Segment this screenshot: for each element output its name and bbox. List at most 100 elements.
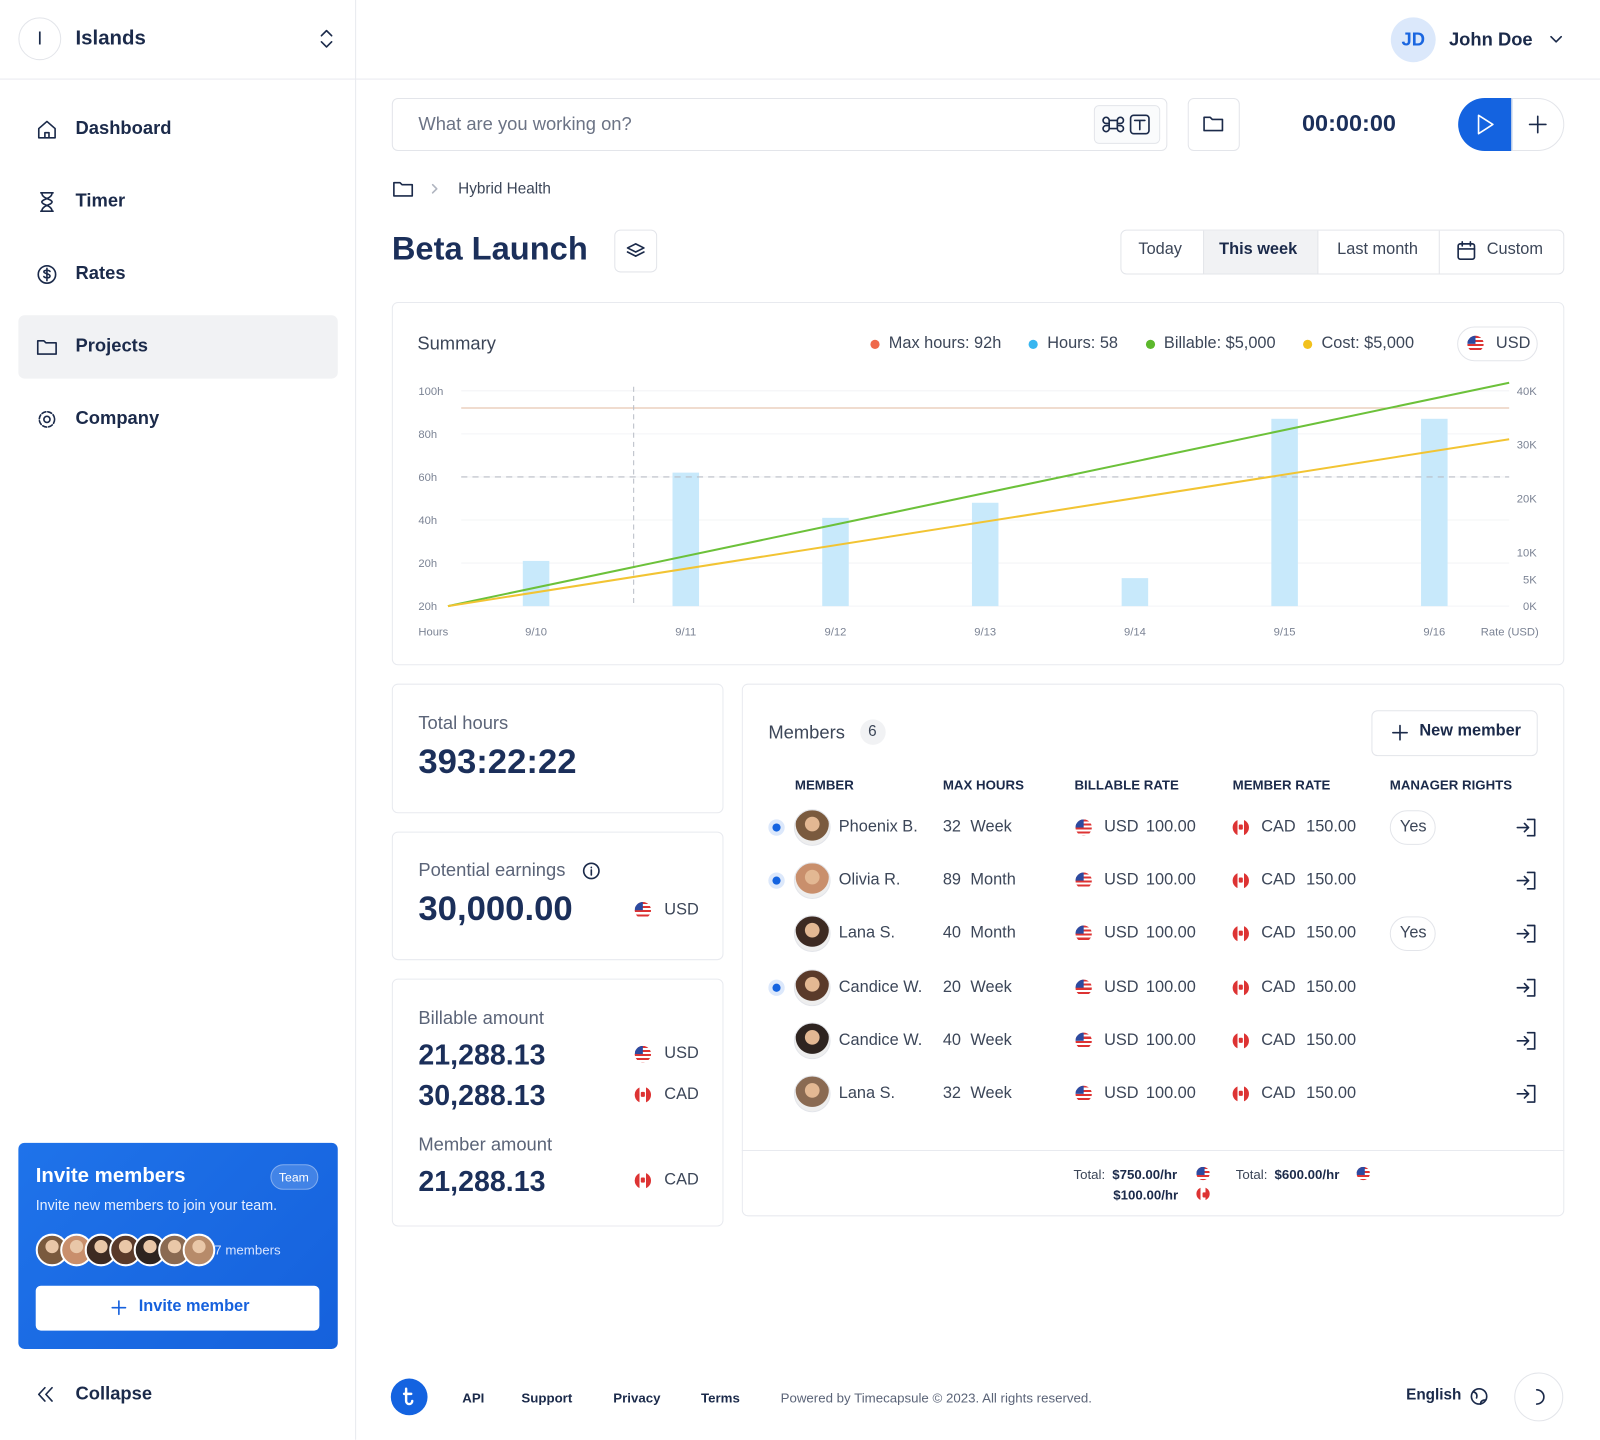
project-title: Beta Launch [391,230,588,267]
currency-select[interactable] [1457,326,1538,362]
workspace-name[interactable]: Islands [75,27,146,50]
breadcrumb[interactable]: Hybrid Health [458,180,551,198]
y2-axis-label: Rate (USD) [1481,627,1539,639]
avatar [793,862,831,900]
nav-item[interactable]: Projects [75,335,149,356]
new-member-button[interactable] [1371,710,1538,757]
range-option[interactable]: This week [1219,240,1298,259]
open-icon[interactable] [1516,977,1536,997]
x-tick-label: 9/16 [1423,627,1445,639]
range-option[interactable]: Today [1138,240,1182,259]
bar [1271,418,1298,607]
flag [634,1086,652,1104]
total-value: $100.00/hr [1113,1187,1179,1203]
icon [111,1300,127,1316]
x-tick-label: 9/10 [525,627,547,639]
max-hours: 40 [942,1031,962,1049]
new-member-text: New member [1419,722,1522,740]
stat-card [391,831,724,961]
range-option[interactable]: Custom [1486,240,1543,259]
icon [1470,1387,1488,1405]
icon [431,183,438,194]
members-count: 6 [868,722,877,741]
manager-rights: Yes [1399,818,1427,836]
invite-text: Invite new members to join your team. [35,1196,278,1214]
footer-link[interactable]: Terms [701,1390,740,1406]
legend-dot [1028,339,1039,349]
nav-item[interactable]: Timer [75,190,126,211]
y2-tick-label: 40K [1517,386,1537,398]
icon [37,264,57,284]
footer-link[interactable]: Support [521,1390,573,1406]
workspace-logo[interactable] [18,17,62,61]
member-name: Candice W. [838,978,923,996]
task-input[interactable] [391,97,1168,152]
theme-toggle[interactable] [1514,1372,1564,1422]
open-icon[interactable] [1516,871,1536,891]
member-rate: 150.00 [1306,978,1357,996]
logo[interactable] [390,1378,428,1416]
billable-currency: USD [1104,978,1139,996]
open-icon[interactable] [1516,817,1536,837]
switch-icon[interactable] [319,29,333,49]
line [447,381,1510,608]
icon [37,120,56,139]
stat-label: Member amount [418,1134,553,1155]
currency: USD [664,1044,699,1063]
online-dot [772,983,781,992]
y-tick-label: 40h [418,515,437,527]
footer-link[interactable]: API [462,1390,485,1406]
period: Week [970,1084,1012,1103]
open-icon[interactable] [1516,1030,1536,1050]
total-label: Total: [1073,1166,1106,1183]
open-icon[interactable] [1516,1084,1536,1104]
x-axis-label: Hours [418,627,448,639]
billable-rate: 100.00 [1145,924,1196,943]
folder-button[interactable] [1187,97,1240,152]
add-button[interactable] [1511,97,1565,152]
open-icon[interactable] [1516,924,1536,944]
member-name: Phoenix B. [838,818,918,836]
footer-link[interactable]: Privacy [613,1390,661,1406]
billable-currency: USD [1104,1084,1139,1103]
flag [1075,979,1092,996]
avatar [793,968,831,1006]
billable-currency: USD [1104,1031,1139,1049]
nav-active [18,315,338,379]
user-avatar[interactable] [1390,17,1436,63]
billable-rate: 100.00 [1145,978,1196,996]
summary-card: 20h 20h 40h 60h 80h 100h 0K 5K 10K 20K 30K 40K Hours… [391,302,1565,666]
icon [1477,114,1494,135]
nav-item[interactable]: Company [75,407,160,429]
x-tick-label: 9/12 [825,627,847,639]
flag [1196,1187,1210,1201]
flag [1232,1085,1249,1103]
members-card [741,683,1565,1217]
range-option[interactable]: Last month [1337,240,1418,259]
language[interactable]: English [1406,1386,1462,1404]
stat-label: Total hours [418,712,509,734]
manager-rights: Yes [1399,924,1427,943]
icon [1535,1388,1545,1405]
count-badge [860,719,886,745]
nav-item[interactable]: Dashboard [75,117,172,139]
invite-button[interactable] [35,1285,320,1331]
online-dot [772,823,781,832]
max-hours: 89 [942,871,962,889]
play-button[interactable] [1458,97,1513,152]
info-icon[interactable] [582,862,600,880]
collapse[interactable]: Collapse [75,1383,153,1404]
flag [1075,925,1092,943]
bar [522,560,550,607]
stat-card [391,978,724,1227]
user-name[interactable]: John Doe [1448,29,1533,50]
nav-item[interactable]: Rates [75,262,126,284]
legend-dot [1303,339,1313,349]
layers-button[interactable] [614,229,658,273]
timer-display: 00:00:00 [1301,109,1396,137]
member-currency: CAD [1261,978,1296,996]
stat-value: 30,000.00 [418,889,573,929]
user-initials: JD [1401,29,1425,50]
flag [1075,1085,1092,1103]
legend-dot [870,339,880,349]
